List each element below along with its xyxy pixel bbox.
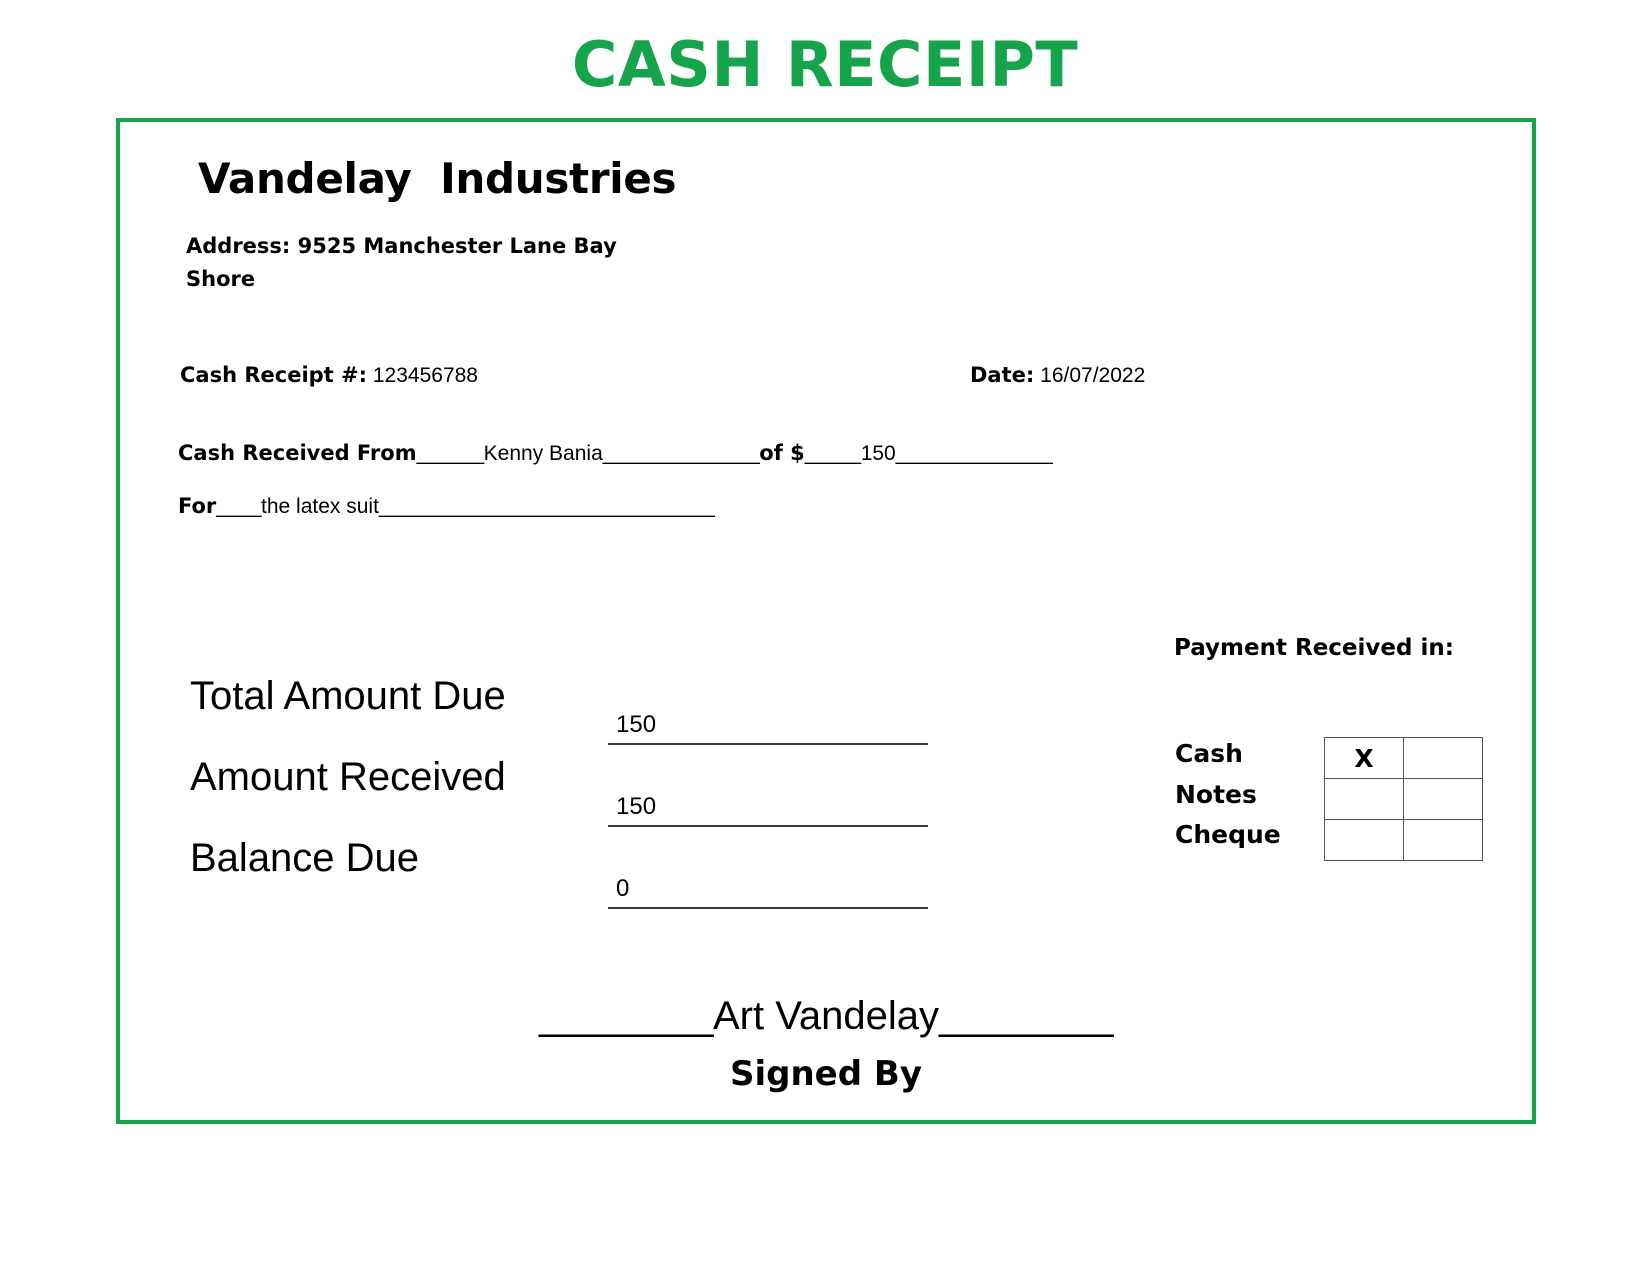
of-amount-trail-rule: ______________ — [895, 442, 1053, 465]
payment-method-label-cheque: Cheque — [1175, 820, 1281, 849]
table-row — [1324, 778, 1483, 820]
signature-line: ________Art Vandelay________ — [120, 994, 1532, 1039]
payment-checkbox-notes-alt[interactable] — [1403, 778, 1483, 820]
payment-method-labels: Cash Notes Cheque — [1175, 734, 1281, 856]
signed-by-caption: Signed By — [730, 1054, 922, 1094]
amount-received-label: Amount Received — [190, 755, 506, 799]
of-amount-label: of $ — [759, 441, 805, 465]
amount-received-value: 150 — [608, 793, 928, 827]
payment-method-label-cash: Cash — [1175, 739, 1243, 768]
received-from-value: Kenny Bania — [483, 442, 603, 465]
signature-name: Art Vandelay — [712, 994, 940, 1038]
company-address: Address: 9525 Manchester Lane Bay Shore — [186, 234, 617, 291]
receipt-date-value: 16/07/2022 — [1040, 364, 1146, 387]
for-description-row: For____the latex suit___________________… — [178, 494, 715, 518]
receipt-date-label: Date: — [970, 363, 1035, 387]
total-amount-due-label: Total Amount Due — [190, 674, 506, 718]
payment-checkbox-cheque-alt[interactable] — [1403, 819, 1483, 861]
for-lead-rule: ____ — [216, 495, 261, 518]
page-title: CASH RECEIPT — [571, 28, 1079, 101]
payment-checkbox-notes[interactable] — [1324, 778, 1404, 820]
payment-method-table: X — [1324, 737, 1483, 861]
balance-due-label: Balance Due — [190, 836, 420, 880]
receipt-date-field: Date: 16/07/2022 — [970, 363, 1146, 387]
receipt-number-field: Cash Receipt #: 123456788 — [180, 363, 478, 387]
signature-trail-rule: ________ — [939, 994, 1113, 1038]
signature-lead-rule: ________ — [539, 994, 713, 1038]
received-from-lead-rule: ______ — [416, 442, 485, 465]
receipt-number-value: 123456788 — [372, 364, 478, 387]
table-row: X — [1324, 737, 1483, 779]
cash-received-from-row: Cash Received From______Kenny Bania_____… — [178, 441, 1053, 465]
for-value: the latex suit — [261, 495, 379, 518]
payment-received-heading: Payment Received in: — [1174, 635, 1454, 661]
payment-method-label-notes: Notes — [1175, 779, 1257, 809]
table-row — [1324, 819, 1483, 861]
company-name: Vandelay Industries — [198, 154, 677, 203]
of-amount-value: 150 — [860, 442, 896, 465]
payment-checkbox-cash-alt[interactable] — [1403, 737, 1483, 779]
received-from-trail-rule: ______________ — [602, 442, 760, 465]
receipt-number-label: Cash Receipt #: — [180, 363, 368, 387]
cash-received-from-label: Cash Received From — [178, 441, 417, 465]
of-amount-lead-rule: _____ — [804, 442, 861, 465]
payment-checkbox-cash[interactable]: X — [1324, 737, 1404, 779]
total-amount-due-value: 150 — [608, 711, 928, 745]
amount-summary: Total Amount Due 150 Amount Received 150… — [120, 122, 1532, 1120]
balance-due-value: 0 — [608, 875, 928, 909]
payment-checkbox-cheque[interactable] — [1324, 819, 1404, 861]
for-label: For — [178, 494, 217, 518]
receipt-card: Vandelay Industries Address: 9525 Manche… — [116, 118, 1536, 1124]
for-trail-rule: ______________________________ — [378, 495, 715, 518]
